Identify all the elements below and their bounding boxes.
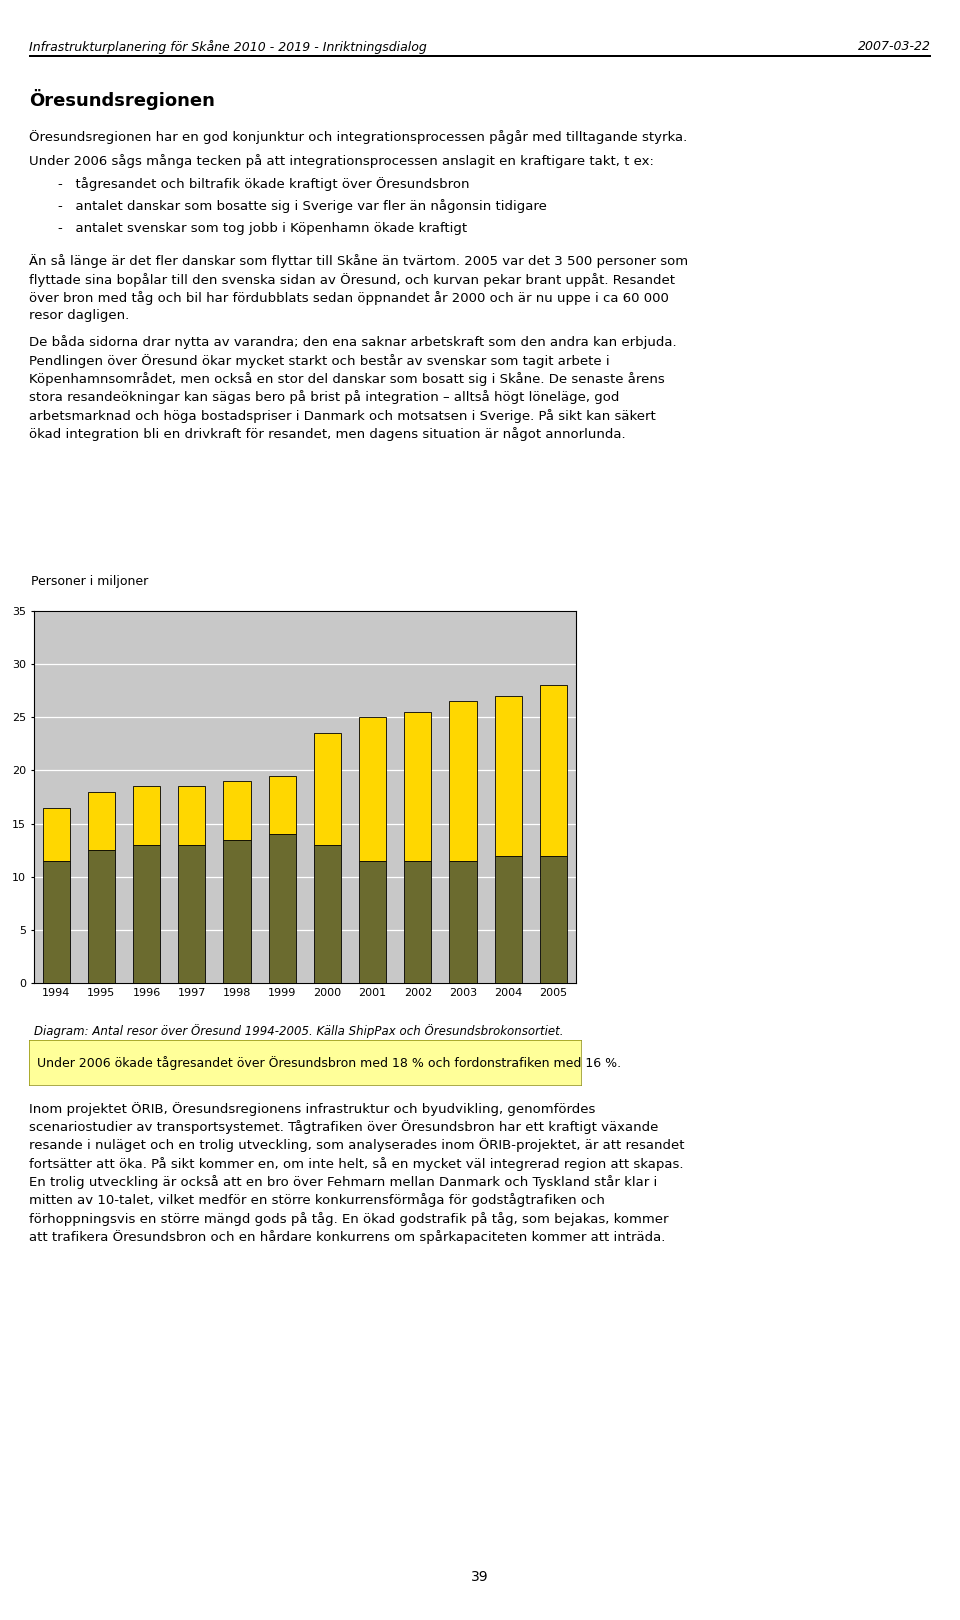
Text: Öresundsregionen har en god konjunktur och integrationsprocessen pågår med tillt: Öresundsregionen har en god konjunktur o… [29,130,687,144]
Legend: Helsingör-Helsingborg, Köpenhamn-Malmö: Helsingör-Helsingborg, Köpenhamn-Malmö [131,1056,425,1077]
Text: Under 2006 sågs många tecken på att integrationsprocessen anslagit en kraftigare: Under 2006 sågs många tecken på att inte… [29,154,654,168]
Bar [540,855,567,983]
Bar [449,701,476,860]
Bar [540,685,567,855]
Text: Diagram: Antal resor över Öresund 1994-2005. Källa ShipPax och Öresundsbrokonsor: Diagram: Antal resor över Öresund 1994-2… [34,1024,564,1038]
Text: Infrastrukturplanering för Skåne 2010 - 2019 - Inriktningsdialog: Infrastrukturplanering för Skåne 2010 - … [29,40,426,55]
Bar [404,711,431,860]
Text: Inom projektet ÖRIB, Öresundsregionens infrastruktur och byudvikling, genomförde: Inom projektet ÖRIB, Öresundsregionens i… [29,1102,684,1244]
Bar [359,718,386,860]
Bar [404,860,431,983]
Bar [359,860,386,983]
Bar [314,734,341,846]
Bar [88,792,115,850]
Text: -   tågresandet och biltrafik ökade kraftigt över Öresundsbron: - tågresandet och biltrafik ökade krafti… [58,177,469,191]
Bar [133,846,160,983]
Text: Under 2006 ökade tågresandet över Öresundsbron med 18 % och fordonstrafiken med : Under 2006 ökade tågresandet över Öresun… [37,1056,621,1069]
Bar [88,850,115,983]
Bar [179,786,205,846]
Bar [269,776,296,834]
Bar [224,839,251,983]
Text: -   antalet danskar som bosatte sig i Sverige var fler än någonsin tidigare: - antalet danskar som bosatte sig i Sver… [58,199,546,214]
Text: Personer i miljoner: Personer i miljoner [31,575,148,588]
Bar [224,781,251,839]
Bar [494,697,521,855]
Text: -   antalet svenskar som tog jobb i Köpenhamn ökade kraftigt: - antalet svenskar som tog jobb i Köpenh… [58,222,467,235]
Bar [42,860,70,983]
Text: Öresundsregionen: Öresundsregionen [29,89,215,110]
Bar [449,860,476,983]
Text: Än så länge är det fler danskar som flyttar till Skåne än tvärtom. 2005 var det : Än så länge är det fler danskar som flyt… [29,254,688,322]
Bar [269,834,296,983]
Bar [42,808,70,860]
Text: 39: 39 [471,1570,489,1584]
Text: De båda sidorna drar nytta av varandra; den ena saknar arbetskraft som den andra: De båda sidorna drar nytta av varandra; … [29,335,677,441]
Bar [179,846,205,983]
Bar [133,786,160,846]
Bar [494,855,521,983]
Text: 2007-03-22: 2007-03-22 [858,40,931,53]
Bar [314,846,341,983]
